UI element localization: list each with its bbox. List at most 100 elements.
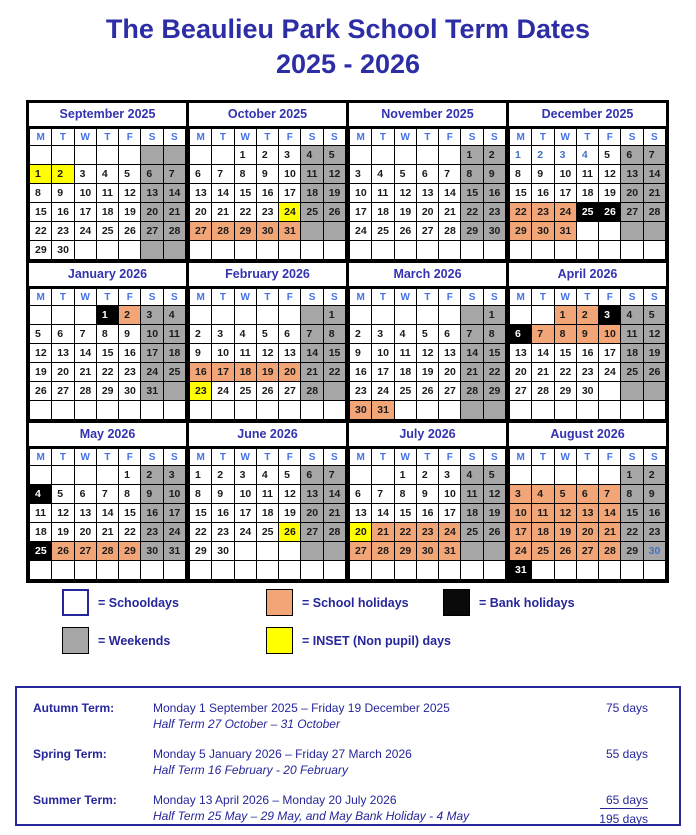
day-cell: 27: [73, 541, 97, 561]
day-of-week-header: S: [620, 448, 644, 466]
day-cell: 29: [29, 240, 53, 260]
day-cell: 9: [255, 164, 280, 184]
day-cell: 20: [509, 362, 533, 382]
day-cell: 28: [598, 541, 622, 561]
day-cell: 17: [438, 503, 462, 523]
day-cell: [460, 541, 484, 561]
legend-label: = Schooldays: [98, 595, 179, 610]
day-cell: 4: [393, 324, 417, 344]
day-cell: 15: [620, 503, 644, 523]
day-cell: [73, 465, 97, 485]
day-cell: 19: [482, 503, 506, 523]
day-of-week-header: S: [162, 448, 186, 466]
day-of-week-header: S: [620, 288, 644, 306]
day-cell: 30: [482, 221, 506, 241]
day-cell: 13: [438, 343, 462, 363]
day-cell: 14: [438, 183, 462, 203]
day-cell: 10: [211, 343, 235, 363]
day-cell: 23: [118, 362, 142, 382]
day-cell: 22: [393, 522, 417, 542]
day-cell: 8: [482, 324, 506, 344]
day-cell: 23: [211, 522, 235, 542]
day-of-week-header: M: [349, 288, 373, 306]
day-cell: 5: [51, 484, 75, 504]
day-cell: 17: [509, 522, 533, 542]
day-cell: 7: [598, 484, 622, 504]
day-cell: 26: [598, 202, 622, 222]
day-cell: 26: [255, 381, 280, 401]
day-cell: [233, 305, 257, 325]
day-of-week-header: S: [460, 448, 484, 466]
day-cell: 5: [642, 305, 666, 325]
day-cell: 12: [322, 164, 346, 184]
day-cell: 21: [642, 183, 666, 203]
day-cell: 17: [211, 362, 235, 382]
day-cell: 10: [140, 324, 164, 344]
day-cell: 9: [189, 343, 213, 363]
day-of-week-header: S: [482, 128, 506, 146]
day-cell: 1: [553, 305, 577, 325]
legend-item-inset-days: = INSET (Non pupil) days: [266, 627, 451, 654]
day-cell: 19: [322, 183, 346, 203]
day-cell: 16: [575, 343, 600, 363]
day-cell: 13: [620, 164, 644, 184]
day-cell: 2: [349, 324, 373, 344]
day-cell: [349, 560, 373, 580]
day-cell: 5: [598, 145, 622, 165]
day-cell: [509, 400, 533, 420]
day-cell: 9: [349, 343, 373, 363]
day-cell: [140, 145, 164, 165]
day-of-week-header: W: [393, 448, 417, 466]
day-cell: 4: [620, 305, 644, 325]
day-cell: 27: [51, 381, 75, 401]
day-cell: [620, 240, 644, 260]
day-cell: 29: [482, 381, 506, 401]
day-cell: [162, 381, 186, 401]
day-cell: 14: [460, 343, 484, 363]
day-cell: 26: [118, 221, 142, 241]
day-cell: 17: [162, 503, 186, 523]
month-february-2026: February 2026 M T W T F S S 1 2 3 4 5 6 7 8 9 10 11 12 13 14 1…: [189, 263, 349, 423]
day-cell: 11: [300, 164, 324, 184]
day-of-week-header: S: [322, 128, 346, 146]
day-cell: 29: [460, 221, 484, 241]
day-cell: 9: [482, 164, 506, 184]
day-of-week-header: S: [162, 128, 186, 146]
day-of-week-header: W: [233, 128, 257, 146]
day-cell: 16: [118, 343, 142, 363]
day-cell: [189, 240, 213, 260]
month-may-2026: May 2026 M T W T F S S 1 2 3 4 5 6 7 8 9 10 11 12 13 14 15 16 17…: [29, 423, 189, 583]
day-cell: [642, 240, 666, 260]
day-cell: 20: [278, 362, 302, 382]
day-cell: 11: [460, 484, 484, 504]
day-cell: [349, 465, 373, 485]
day-cell: 21: [300, 362, 324, 382]
legend-label: = Bank holidays: [479, 595, 575, 610]
day-of-week-header: W: [73, 288, 97, 306]
day-cell: 21: [73, 362, 97, 382]
month-table: M T W T F S S 1 2 3 4 5 6 7 8 9 10 11 12 13 14 15 16 17 18 19 20 21…: [189, 128, 346, 260]
day-cell: 22: [460, 202, 484, 222]
day-cell: [211, 400, 235, 420]
day-of-week-header: S: [460, 288, 484, 306]
day-cell: 29: [620, 541, 644, 561]
day-cell: [73, 400, 97, 420]
day-cell: 19: [29, 362, 53, 382]
day-cell: 1: [482, 305, 506, 325]
day-cell: 17: [553, 183, 577, 203]
day-cell: [95, 465, 120, 485]
day-of-week-header: W: [553, 288, 577, 306]
day-of-week-header: M: [189, 128, 213, 146]
day-cell: 23: [575, 362, 600, 382]
month-table: M T W T F S S 1 2 3 4 5 6 7 8 9 10 11 12 13 14 15 16 17 18 19 20 21…: [29, 448, 186, 580]
day-cell: 22: [189, 522, 213, 542]
day-cell: 5: [393, 164, 417, 184]
page-title-line1: The Beaulieu Park School Term Dates: [105, 14, 591, 44]
day-cell: 28: [73, 381, 97, 401]
day-cell: 11: [233, 343, 257, 363]
day-of-week-header: T: [51, 128, 75, 146]
day-cell: 19: [598, 183, 622, 203]
day-cell: 9: [642, 484, 666, 504]
day-cell: [29, 465, 53, 485]
day-cell: 8: [393, 484, 417, 504]
